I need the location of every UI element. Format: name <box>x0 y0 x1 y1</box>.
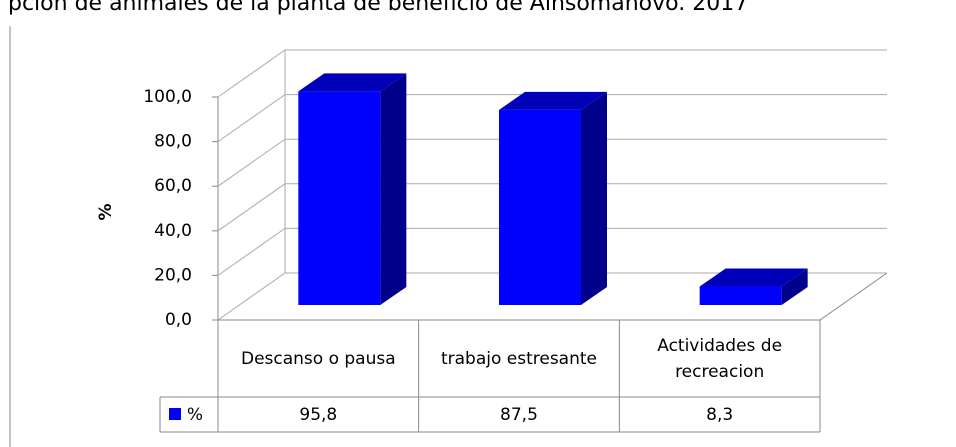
y-tick-label: 60,0 <box>154 176 192 196</box>
bar <box>298 91 381 305</box>
data-label: 87,5 <box>500 404 538 425</box>
bar-side <box>581 91 607 305</box>
legend-label: % <box>186 404 204 425</box>
legend-key <box>169 408 181 420</box>
bar-top <box>298 73 407 92</box>
data-label: 95,8 <box>299 404 338 425</box>
y-tick-label: 40,0 <box>154 221 192 241</box>
grid-line <box>217 138 887 187</box>
bar-side <box>781 268 808 305</box>
y-tick-label: 20,0 <box>154 265 192 285</box>
bar <box>499 109 581 305</box>
grid-line <box>217 227 887 276</box>
bar-top <box>499 91 607 110</box>
bar-top <box>699 268 808 287</box>
y-axis-label: % <box>96 203 116 220</box>
y-tick-label: 0,0 <box>165 310 192 330</box>
bar-side <box>380 73 407 305</box>
chart-title: pción de animales de la planta de benefi… <box>8 0 748 16</box>
data-label: 8,3 <box>706 404 734 425</box>
bar <box>699 286 782 305</box>
grid-line <box>217 272 887 321</box>
category-label: Descanso o pausa <box>240 348 396 369</box>
category-label: trabajo estresante <box>440 348 597 369</box>
wall-edge <box>217 97 888 321</box>
grid-line <box>217 183 887 232</box>
y-tick-label: 80,0 <box>154 132 192 152</box>
category-label: Actividades de recreacion <box>657 335 783 382</box>
y-tick-label: 100,0 <box>143 87 192 107</box>
grid-line <box>217 94 887 143</box>
grid-line <box>217 49 887 98</box>
